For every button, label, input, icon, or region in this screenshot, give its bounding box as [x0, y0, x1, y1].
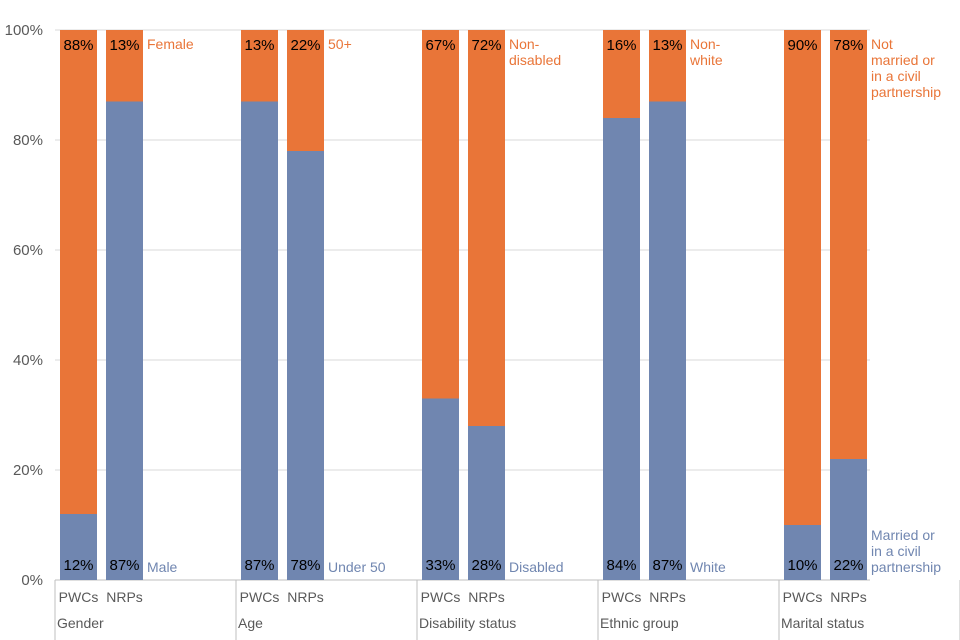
data-label: 84%: [606, 557, 636, 574]
bar-segment-age-pwcs-top: [241, 30, 278, 102]
data-label: 10%: [787, 557, 817, 574]
data-label: 28%: [471, 557, 501, 574]
data-label: 22%: [833, 557, 863, 574]
bar-segment-marital-status-pwcs-bottom: [784, 525, 821, 580]
group-label: Gender: [57, 615, 104, 631]
bar-segment-disability-status-nrps-bottom: [468, 426, 505, 580]
x-tick-label: PWCs: [602, 589, 642, 605]
x-tick-label: NRPs: [830, 589, 867, 605]
data-label: 88%: [63, 37, 93, 54]
y-tick-label: 60%: [13, 242, 43, 259]
y-tick-label: 80%: [13, 132, 43, 149]
group-label: Disability status: [419, 615, 516, 631]
y-tick-label: 0%: [21, 572, 43, 589]
segment-label-bottom: Disabled: [509, 559, 563, 575]
segment-label-bottom: Male: [147, 559, 178, 575]
x-tick-label: NRPs: [468, 589, 505, 605]
bar-segment-marital-status-nrps-top: [830, 30, 867, 459]
bar-segment-gender-nrps-top: [106, 30, 143, 102]
bar-segment-disability-status-pwcs-top: [422, 30, 459, 399]
segment-label-top: Non-disabled: [509, 36, 561, 68]
segment-label-bottom: Married or in a civil partnership: [871, 527, 941, 575]
segment-label-bottom: White: [690, 559, 726, 575]
bar-segment-disability-status-pwcs-bottom: [422, 398, 459, 580]
data-label: 78%: [833, 37, 863, 54]
bar-segment-gender-pwcs-bottom: [60, 514, 97, 580]
bar-segment-age-nrps-top: [287, 30, 324, 151]
bar-segment-ethnic-group-nrps-bottom: [649, 101, 686, 580]
y-tick-label: 20%: [13, 462, 43, 479]
data-label: 90%: [787, 37, 817, 54]
data-label: 72%: [471, 37, 501, 54]
data-label: 67%: [425, 37, 455, 54]
x-tick-label: PWCs: [240, 589, 280, 605]
data-label: 87%: [652, 557, 682, 574]
segment-label-top: Female: [147, 36, 194, 52]
segment-label-top: Non-white: [689, 36, 723, 68]
data-label: 12%: [63, 557, 93, 574]
bar-segment-marital-status-pwcs-top: [784, 30, 821, 525]
x-tick-label: NRPs: [106, 589, 143, 605]
data-label: 78%: [290, 557, 320, 574]
data-label: 22%: [290, 37, 320, 54]
x-tick-label: NRPs: [649, 589, 686, 605]
y-tick-label: 40%: [13, 352, 43, 369]
bar-segment-age-pwcs-bottom: [241, 101, 278, 580]
segment-label-bottom: Under 50: [328, 559, 386, 575]
x-tick-label: PWCs: [783, 589, 823, 605]
y-tick-label: 100%: [5, 22, 43, 39]
bar-segment-ethnic-group-pwcs-bottom: [603, 118, 640, 580]
group-label: Marital status: [781, 615, 864, 631]
data-label: 87%: [109, 557, 139, 574]
group-label: Ethnic group: [600, 615, 679, 631]
segment-label-top: 50+: [328, 36, 352, 52]
bar-segment-marital-status-nrps-bottom: [830, 459, 867, 580]
bar-segment-disability-status-nrps-top: [468, 30, 505, 426]
x-tick-label: PWCs: [59, 589, 99, 605]
data-label: 13%: [109, 37, 139, 54]
x-tick-label: NRPs: [287, 589, 324, 605]
data-label: 87%: [244, 557, 274, 574]
data-label: 16%: [606, 37, 636, 54]
x-tick-label: PWCs: [421, 589, 461, 605]
bar-segment-ethnic-group-nrps-top: [649, 30, 686, 102]
bar-segment-gender-nrps-bottom: [106, 101, 143, 580]
segment-label-top: Not married or in a civil partnership: [871, 36, 941, 100]
bar-segment-ethnic-group-pwcs-top: [603, 30, 640, 118]
data-label: 33%: [425, 557, 455, 574]
bar-segment-gender-pwcs-top: [60, 30, 97, 514]
data-label: 13%: [652, 37, 682, 54]
group-label: Age: [238, 615, 263, 631]
data-label: 13%: [244, 37, 274, 54]
bar-segment-age-nrps-bottom: [287, 151, 324, 580]
